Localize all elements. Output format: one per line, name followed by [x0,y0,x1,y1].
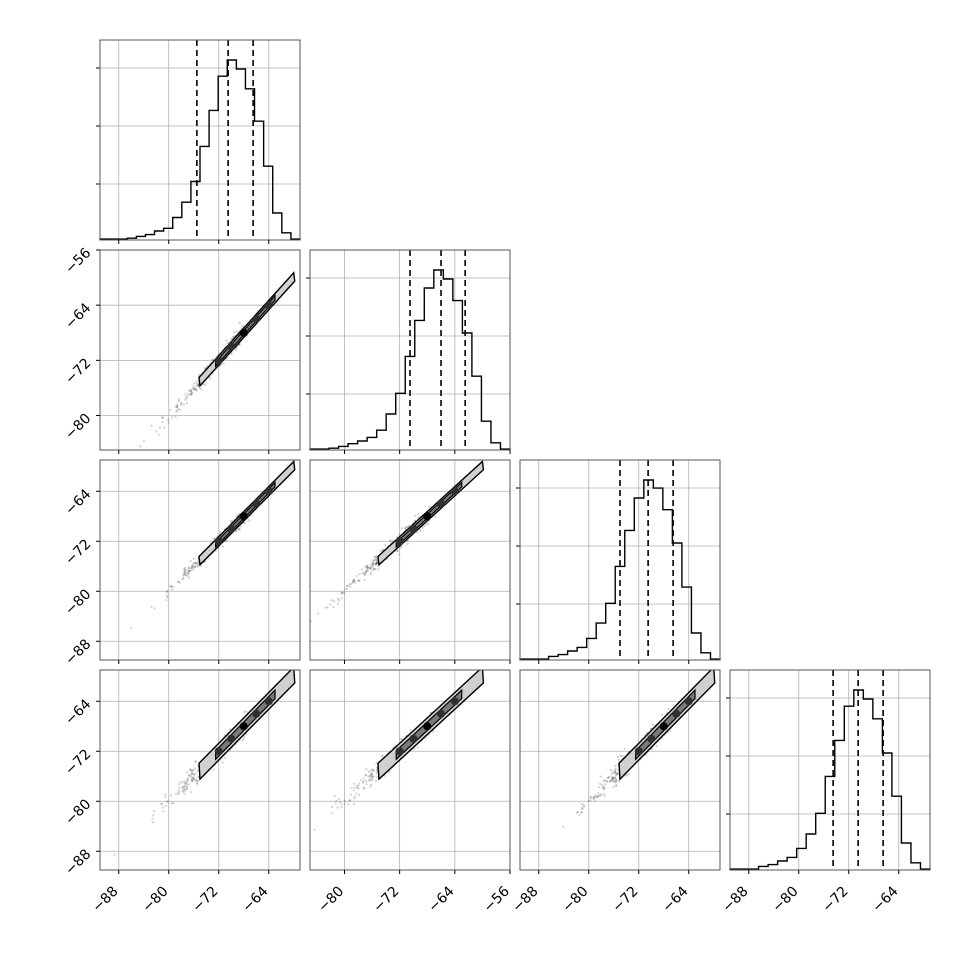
histogram-3 [729,689,931,870]
panel-2-1 [309,459,511,664]
x-tick-label: −72 [189,884,221,916]
y-tick-label: −72 [62,355,94,387]
x-tick-label: −72 [819,884,851,916]
density-peak [423,512,432,521]
density-peak [239,512,248,521]
density-peak [437,709,446,718]
density-peak [634,747,643,756]
scatter-points-3-0 [113,670,296,857]
panel-frame [309,669,511,871]
panel-3-2: −88 −80 −72 −64 [509,669,721,916]
y-tick-label: −80 [62,796,94,828]
x-tick-label: −88 [719,884,751,916]
panel-frame [99,669,301,871]
density-peak [437,499,446,508]
density-peak [214,747,223,756]
density-peak [252,709,261,718]
y-tick-label: −72 [62,536,94,568]
density-peak [647,734,656,743]
x-tick-label: −80 [139,884,171,916]
density-peak [227,734,236,743]
x-tick-label: −80 [559,884,591,916]
panel-frame [729,669,931,871]
x-tick-label: −72 [370,884,402,916]
panel-frame [309,249,511,451]
density-peak [264,487,273,496]
density-peak [214,537,223,546]
density-peak [252,499,261,508]
panel-2-0: −64 −72 −80 −88 [62,459,301,669]
y-tick-label: −72 [62,746,94,778]
y-tick-label: −88 [62,846,94,878]
density-peak [450,697,459,706]
density-peak [450,487,459,496]
density-peak [214,356,223,365]
panel-3-1: −80 −72 −64 −56 [309,669,513,916]
x-tick-label: −64 [659,883,691,915]
y-tick-label: −88 [62,636,94,668]
density-peak [227,524,236,533]
panel-2-2 [516,459,721,664]
x-tick-label: −80 [769,884,801,916]
panel-frame [519,669,721,871]
scatter-points-2-0 [130,460,296,630]
density-peak [409,524,418,533]
panel-3-0: −88 −80 −72 −64 −64 −72 −80 −88 [62,669,301,916]
scatter-points-1-0 [139,271,296,448]
density-peak [672,709,681,718]
x-tick-label: −88 [509,884,541,916]
y-tick-label: −64 [62,696,94,728]
x-tick-label: −64 [425,883,457,915]
panel-1-0: −56 −64 −72 −80 [62,245,301,454]
x-tick-label: −72 [609,884,641,916]
density-peak [395,747,404,756]
x-tick-label: −88 [89,884,121,916]
scatter-points-3-2 [562,670,716,828]
density-peak [423,722,432,731]
y-tick-label: −56 [62,245,94,277]
scatter-points-2-1 [310,460,485,623]
density-peak [684,697,693,706]
density-peak [252,314,261,323]
y-tick-label: −64 [62,300,94,332]
density-peak [264,697,273,706]
panel-frame [99,249,301,451]
panel-frame [309,459,511,661]
panel-frame [519,459,721,661]
x-tick-label: −80 [315,884,347,916]
panel-0-0 [96,39,301,244]
density-peak [659,722,668,731]
histogram-1 [309,269,511,450]
density-peak [239,722,248,731]
panel-frame [99,459,301,661]
panel-1-1 [306,249,511,454]
scatter-points-3-1 [313,670,485,831]
y-tick-label: −80 [62,411,94,443]
x-tick-label: −64 [869,883,901,915]
histogram-2 [519,479,721,660]
density-peak [239,328,248,337]
histogram-0 [99,59,301,240]
panel-frame [99,39,301,241]
density-peak [409,734,418,743]
panel-3-3: −88 −80 −72 −64 [719,669,931,916]
density-peak [264,301,273,310]
y-tick-label: −80 [62,586,94,618]
density-peak [395,537,404,546]
density-peak [227,342,236,351]
x-tick-label: −56 [481,883,513,915]
y-tick-label: −64 [62,486,94,518]
x-tick-label: −64 [239,883,271,915]
